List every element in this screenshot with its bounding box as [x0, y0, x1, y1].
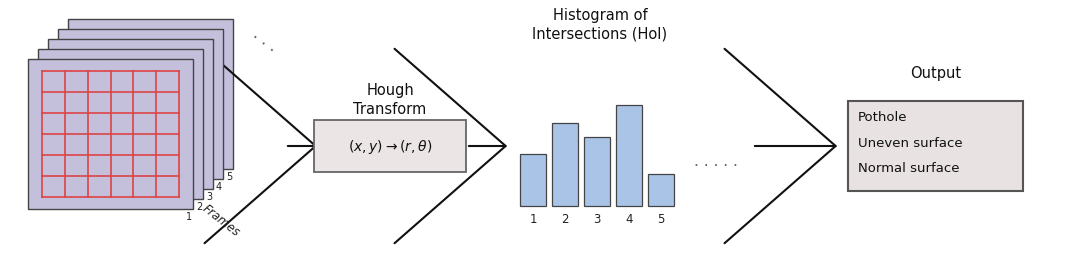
FancyBboxPatch shape [584, 137, 610, 206]
FancyBboxPatch shape [616, 105, 642, 206]
Text: Uneven surface: Uneven surface [858, 136, 962, 149]
FancyBboxPatch shape [314, 121, 466, 172]
Text: Histogram of
Intersections (HoI): Histogram of Intersections (HoI) [533, 8, 668, 41]
Text: 4: 4 [216, 181, 222, 191]
FancyBboxPatch shape [848, 102, 1023, 191]
FancyBboxPatch shape [68, 20, 233, 169]
Text: Frames: Frames [200, 201, 242, 238]
FancyBboxPatch shape [552, 124, 578, 206]
Text: 2: 2 [562, 212, 569, 225]
Text: 3: 3 [594, 212, 600, 225]
Text: . . . . .: . . . . . [694, 154, 738, 169]
Text: $(x, y) \rightarrow (r, \theta)$: $(x, y) \rightarrow (r, \theta)$ [348, 137, 433, 155]
Text: Output: Output [910, 66, 961, 81]
Text: Pothole: Pothole [858, 110, 908, 123]
Text: 5: 5 [225, 171, 232, 181]
Text: 5: 5 [657, 212, 664, 225]
Text: Hough
Transform: Hough Transform [354, 83, 426, 116]
Text: 1: 1 [186, 211, 192, 221]
Text: 1: 1 [530, 212, 537, 225]
FancyBboxPatch shape [38, 50, 203, 199]
Text: 4: 4 [625, 212, 632, 225]
Text: Normal surface: Normal surface [858, 162, 959, 175]
Text: 2: 2 [195, 201, 202, 211]
FancyBboxPatch shape [520, 155, 546, 206]
FancyBboxPatch shape [648, 174, 674, 206]
Text: . . .: . . . [249, 25, 281, 55]
Text: 3: 3 [206, 191, 213, 201]
FancyBboxPatch shape [58, 30, 223, 179]
FancyBboxPatch shape [48, 40, 213, 189]
FancyBboxPatch shape [28, 60, 193, 209]
